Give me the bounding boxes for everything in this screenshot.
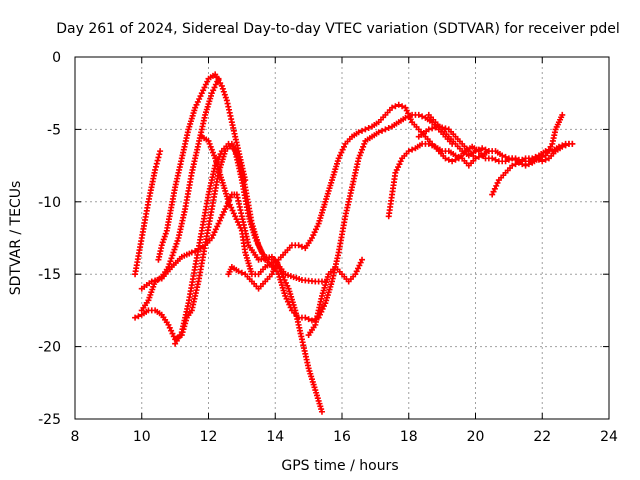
y-tick-label: -15 bbox=[38, 267, 61, 283]
y-tick-label: -20 bbox=[38, 340, 61, 356]
y-axis-label: SDTVAR / TECUs bbox=[8, 181, 24, 296]
data-point-markers bbox=[225, 101, 576, 292]
data-marks bbox=[132, 71, 576, 415]
series-track-2 bbox=[138, 191, 329, 292]
data-point-markers bbox=[425, 111, 492, 159]
data-point-markers bbox=[132, 148, 164, 278]
series-track-3 bbox=[138, 75, 222, 314]
x-tick-label: 24 bbox=[600, 429, 618, 445]
data-point-markers bbox=[489, 111, 566, 198]
y-tick-label: 0 bbox=[52, 50, 61, 66]
axis-ticks: 8 10 12 14 16 18 20 22 24 0 -5 -10 -15 -20 -25 bbox=[38, 50, 618, 445]
series-track-5 bbox=[132, 140, 275, 343]
x-axis-label: GPS time / hours bbox=[281, 458, 398, 474]
data-point-markers bbox=[138, 191, 329, 292]
series-track-1 bbox=[132, 148, 164, 278]
data-point-markers bbox=[155, 71, 249, 263]
y-tick-label: -25 bbox=[38, 412, 61, 428]
series-track-12 bbox=[489, 111, 566, 198]
x-tick-label: 14 bbox=[266, 429, 284, 445]
x-tick-label: 22 bbox=[533, 429, 551, 445]
x-tick-label: 18 bbox=[400, 429, 418, 445]
x-tick-label: 8 bbox=[71, 429, 80, 445]
y-tick-label: -5 bbox=[47, 122, 61, 138]
chart-title: Day 261 of 2024, Sidereal Day-to-day VTE… bbox=[56, 21, 620, 37]
series-track-9 bbox=[305, 256, 366, 339]
series-track-11 bbox=[425, 111, 492, 159]
y-tick-label: -10 bbox=[38, 195, 61, 211]
x-tick-label: 10 bbox=[133, 429, 151, 445]
x-tick-label: 16 bbox=[333, 429, 351, 445]
series-track-4 bbox=[155, 71, 249, 263]
data-point-markers bbox=[305, 256, 366, 339]
data-point-markers bbox=[132, 140, 275, 343]
series-track-8 bbox=[225, 101, 576, 292]
x-tick-label: 20 bbox=[467, 429, 485, 445]
x-tick-label: 12 bbox=[200, 429, 218, 445]
series-track-13 bbox=[415, 123, 479, 162]
data-point-markers bbox=[415, 123, 479, 162]
data-point-markers bbox=[138, 75, 222, 314]
